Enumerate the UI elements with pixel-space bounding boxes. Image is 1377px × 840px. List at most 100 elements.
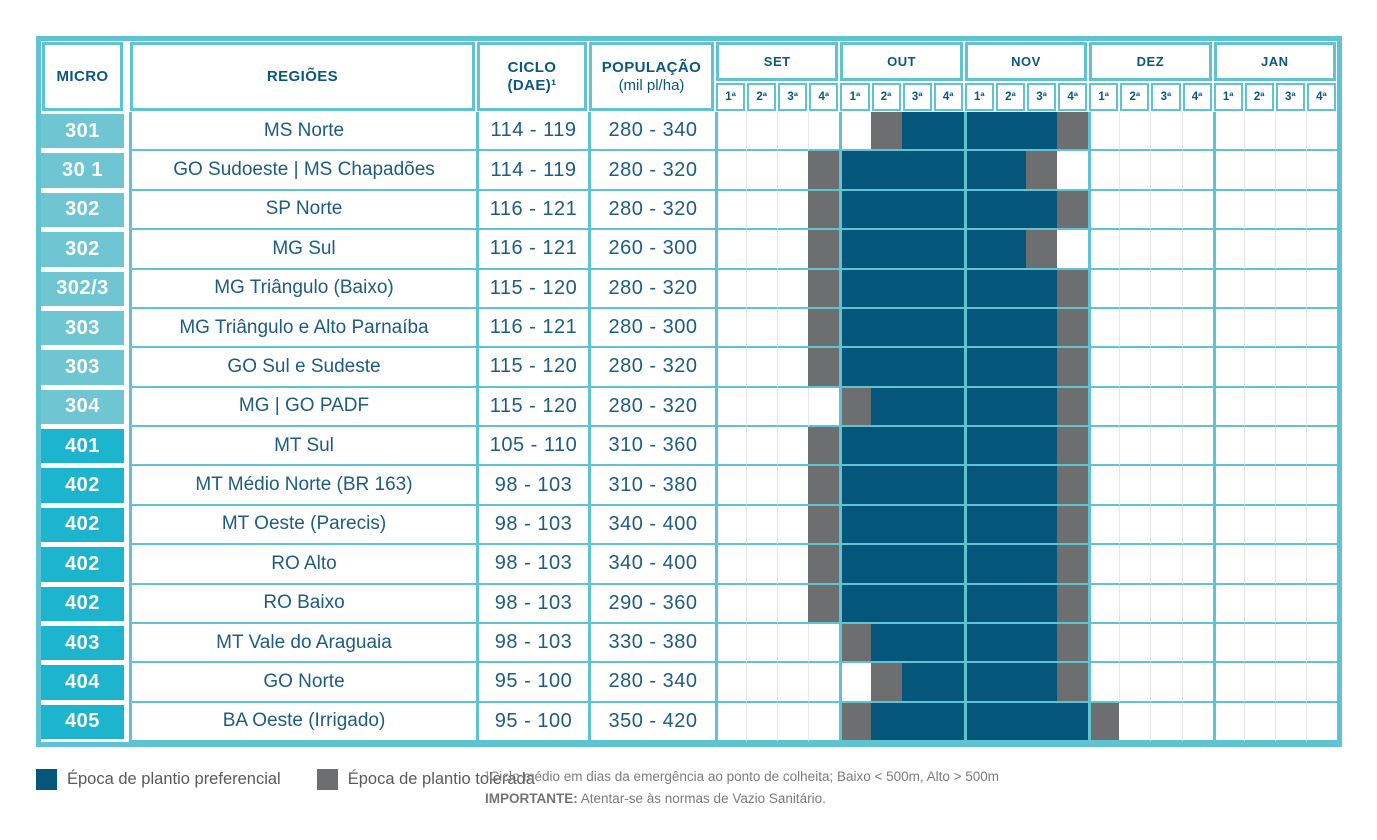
micro-code-cell: 402 [41, 466, 124, 506]
calendar-cell-empty [1119, 584, 1151, 624]
calendar-cell-preferencial [870, 190, 902, 231]
calendar-cell-preferencial [870, 348, 902, 388]
calendar-cell-empty [777, 545, 809, 585]
region-cell: MG Sul [129, 230, 476, 270]
region-cell: RO Alto [129, 545, 476, 585]
calendar-cell-preferencial [901, 427, 933, 467]
month-header-dez: DEZ [1089, 42, 1212, 81]
calendar-cell-preferencial [994, 308, 1026, 349]
calendar-cell-tolerada [808, 151, 840, 191]
calendar-cell-tolerada [870, 663, 902, 703]
week-header: 2ª [747, 83, 777, 111]
week-header: 2ª [871, 83, 901, 111]
calendar-cell-tolerada [1057, 387, 1089, 427]
calendar-cell-empty [1119, 112, 1151, 152]
calendar-cell-empty [1305, 663, 1337, 703]
calendar-cell-empty [1181, 151, 1213, 191]
calendar-cell-empty [715, 702, 747, 742]
legend-item-tolerada: Época de plantio tolerada [316, 769, 535, 790]
calendar-cell-empty [777, 230, 809, 270]
calendar-cell-preferencial [994, 151, 1026, 191]
calendar-cell-preferencial [994, 663, 1026, 703]
calendar-cell-empty [715, 663, 747, 703]
calendar-cell-empty [1274, 545, 1306, 585]
calendar-cell-empty [1243, 230, 1275, 270]
calendar-cell-empty [777, 427, 809, 467]
footnote-importante-bold: IMPORTANTE: [485, 790, 578, 806]
calendar-cell-preferencial [994, 269, 1026, 309]
calendar-cell-preferencial [901, 702, 933, 742]
calendar-cell-empty [1274, 387, 1306, 427]
ciclo-cell: 114 - 119 [476, 112, 588, 152]
calendar-cell-preferencial [839, 505, 871, 546]
calendar-cell-empty [715, 505, 747, 546]
calendar-cell-empty [1305, 623, 1337, 664]
calendar-cell-empty [777, 663, 809, 703]
calendar-cell-preferencial [901, 151, 933, 191]
calendar-cell-empty [1243, 387, 1275, 427]
calendar-cell-empty [1305, 230, 1337, 270]
footnote-importante: IMPORTANTE: Atentar-se às normas de Vazi… [485, 788, 999, 810]
calendar-cell-tolerada [808, 269, 840, 309]
calendar-cell-empty [1119, 623, 1151, 664]
ciclo-cell: 114 - 119 [476, 151, 588, 191]
calendar-cell-empty [1150, 348, 1182, 388]
calendar-cell-tolerada [808, 427, 840, 467]
calendar-cell-empty [1181, 308, 1213, 349]
populacao-cell: 280 - 320 [588, 348, 715, 388]
calendar-cell-empty [1274, 151, 1306, 191]
calendar-cell-preferencial [839, 190, 871, 231]
calendar-cell-preferencial [994, 623, 1026, 664]
calendar-cell-empty [746, 348, 778, 388]
calendar-cell-empty [1274, 112, 1306, 152]
calendar-cell-empty [715, 545, 747, 585]
calendar-cell-preferencial [932, 348, 964, 388]
calendar-cell-empty [1150, 269, 1182, 309]
legend-item-preferencial: Época de plantio preferencial [36, 769, 281, 790]
calendar-cell-tolerada [808, 308, 840, 349]
ciclo-cell: 98 - 103 [476, 505, 588, 546]
calendar-cell-empty [777, 308, 809, 349]
calendar-cell-empty [1181, 112, 1213, 152]
calendar-cell-preferencial [963, 584, 995, 624]
calendar-cell-preferencial [1057, 702, 1089, 742]
calendar-cell-empty [1274, 190, 1306, 231]
calendar-cell-empty [1119, 190, 1151, 231]
calendar-cell-empty [1088, 466, 1120, 506]
calendar-cell-tolerada [1026, 151, 1058, 191]
calendar-cell-preferencial [870, 269, 902, 309]
footnote-importante-text: Atentar-se às normas de Vazio Sanitário. [577, 790, 826, 806]
calendar-cell-preferencial [870, 545, 902, 585]
calendar-cell-empty [1150, 427, 1182, 467]
week-header: 2ª [1244, 83, 1274, 111]
calendar-cell-preferencial [839, 545, 871, 585]
populacao-cell: 260 - 300 [588, 230, 715, 270]
calendar-cell-empty [1057, 230, 1089, 270]
calendar-cell-empty [1305, 348, 1337, 388]
calendar-cell-preferencial [994, 427, 1026, 467]
calendar-cell-preferencial [870, 427, 902, 467]
calendar-cell-empty [1119, 505, 1151, 546]
ciclo-cell: 116 - 121 [476, 308, 588, 349]
calendar-cell-empty [1119, 427, 1151, 467]
calendar-cell-empty [1150, 230, 1182, 270]
calendar-cell-empty [1119, 545, 1151, 585]
calendar-cell-empty [1305, 269, 1337, 309]
calendar-cell-preferencial [994, 545, 1026, 585]
calendar-cell-empty [1150, 466, 1182, 506]
region-cell: MG Triângulo (Baixo) [129, 269, 476, 309]
populacao-cell: 280 - 320 [588, 151, 715, 191]
calendar-cell-empty [777, 269, 809, 309]
calendar-cell-empty [1305, 387, 1337, 427]
micro-code-cell: 403 [41, 623, 124, 664]
calendar-cell-tolerada [1057, 427, 1089, 467]
calendar-cell-empty [1150, 308, 1182, 349]
calendar-cell-empty [1274, 702, 1306, 742]
calendar-cell-empty [1088, 269, 1120, 309]
calendar-cell-empty [777, 348, 809, 388]
calendar-cell-preferencial [901, 584, 933, 624]
calendar-cell-preferencial [1026, 623, 1058, 664]
calendar-cell-tolerada [1057, 466, 1089, 506]
calendar-cell-empty [1212, 387, 1244, 427]
calendar-cell-empty [1119, 663, 1151, 703]
